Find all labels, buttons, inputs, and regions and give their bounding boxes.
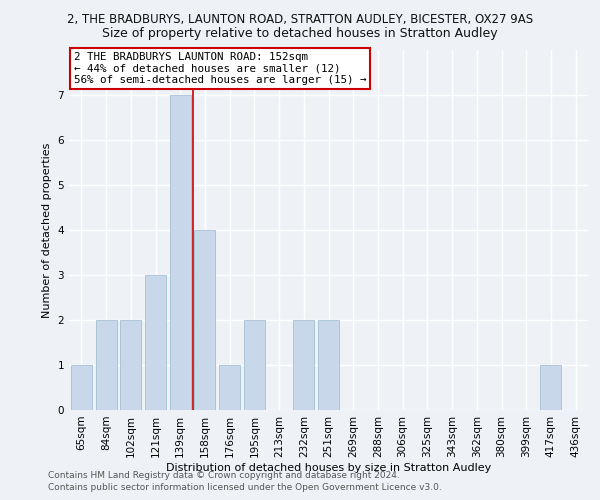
Y-axis label: Number of detached properties: Number of detached properties — [42, 142, 52, 318]
Bar — [541, 365, 562, 410]
Bar — [219, 365, 240, 410]
Bar — [120, 320, 141, 410]
Bar — [244, 320, 265, 410]
Text: 2, THE BRADBURYS, LAUNTON ROAD, STRATTON AUDLEY, BICESTER, OX27 9AS: 2, THE BRADBURYS, LAUNTON ROAD, STRATTON… — [67, 12, 533, 26]
Text: Size of property relative to detached houses in Stratton Audley: Size of property relative to detached ho… — [102, 28, 498, 40]
X-axis label: Distribution of detached houses by size in Stratton Audley: Distribution of detached houses by size … — [166, 462, 491, 472]
Bar — [170, 95, 191, 410]
Bar — [71, 365, 92, 410]
Text: Contains HM Land Registry data © Crown copyright and database right 2024.: Contains HM Land Registry data © Crown c… — [48, 471, 400, 480]
Bar — [145, 275, 166, 410]
Text: 2 THE BRADBURYS LAUNTON ROAD: 152sqm
← 44% of detached houses are smaller (12)
5: 2 THE BRADBURYS LAUNTON ROAD: 152sqm ← 4… — [74, 52, 367, 85]
Bar — [95, 320, 116, 410]
Bar — [318, 320, 339, 410]
Bar — [194, 230, 215, 410]
Bar — [293, 320, 314, 410]
Text: Contains public sector information licensed under the Open Government Licence v3: Contains public sector information licen… — [48, 484, 442, 492]
